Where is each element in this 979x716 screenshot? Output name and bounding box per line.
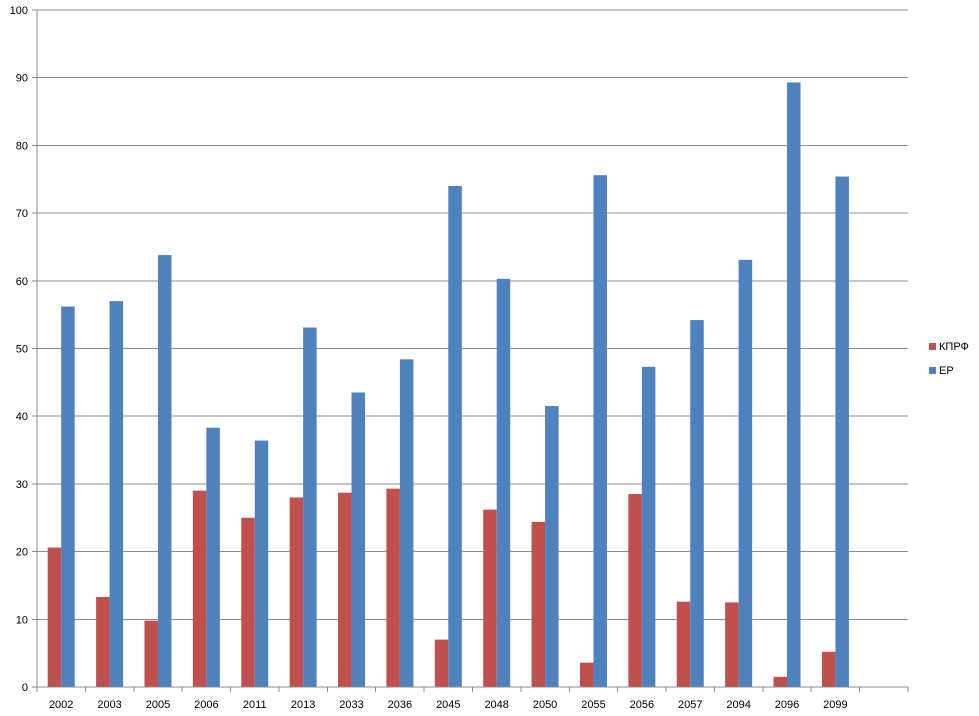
y-tick-label: 10	[16, 614, 28, 626]
bar-er-2094	[738, 259, 753, 687]
y-tick-label: 90	[16, 73, 28, 85]
bar-kprf-2013	[289, 497, 304, 687]
y-tick-label: 40	[16, 411, 28, 423]
y-axis-tick-labels: 0 10 20 30 40 50 60 70 80 90 100	[10, 5, 28, 694]
y-tick-label: 50	[16, 344, 28, 356]
legend-swatch-kprf	[929, 343, 936, 350]
x-tick-label: 2005	[146, 699, 170, 711]
bar-er-2056	[641, 366, 656, 687]
bars	[47, 82, 849, 688]
y-tick-label: 0	[22, 682, 28, 694]
x-tick-label: 2011	[243, 699, 267, 711]
bar-kprf-2005	[144, 620, 158, 687]
x-tick-label: 2096	[775, 699, 799, 711]
x-tick-label: 2002	[49, 699, 73, 711]
y-tick-label: 70	[16, 208, 28, 220]
bar-er-2048	[496, 278, 511, 687]
legend: КПРФ ЕР	[929, 341, 969, 377]
x-tick-label: 2050	[533, 699, 557, 711]
x-tick-label: 2099	[823, 699, 847, 711]
axes	[32, 9, 909, 692]
x-tick-label: 2045	[436, 699, 460, 711]
x-tick-label: 2003	[97, 699, 121, 711]
x-tick-label: 2033	[339, 699, 363, 711]
y-tick-label: 30	[16, 479, 28, 491]
bar-kprf-2055	[579, 662, 594, 687]
bar-kprf-2056	[628, 494, 642, 687]
legend-label-kprf: КПРФ	[939, 341, 969, 353]
bar-er-2002	[61, 306, 75, 687]
bar-er-2005	[157, 255, 172, 687]
x-tick-label: 2056	[630, 699, 654, 711]
bar-kprf-2045	[434, 639, 449, 687]
bar-er-2033	[351, 392, 366, 687]
bar-er-2045	[448, 186, 462, 687]
y-tick-label: 80	[16, 140, 28, 152]
bar-kprf-2099	[821, 651, 836, 687]
bar-kprf-2003	[96, 596, 110, 687]
bar-kprf-2033	[338, 492, 352, 687]
y-tick-label: 100	[10, 5, 28, 17]
bar-kprf-2011	[241, 517, 255, 687]
bar-kprf-2006	[192, 490, 207, 687]
bar-kprf-2048	[483, 509, 497, 687]
bar-er-2099	[835, 176, 849, 688]
x-axis-tick-labels: 2002 2003 2005 2006 2011 2013 2033 2036 2045 2048…	[49, 699, 848, 711]
y-tick-label: 20	[16, 547, 28, 559]
y-tick-label: 60	[16, 276, 28, 288]
bar-er-2003	[109, 301, 124, 687]
x-tick-label: 2094	[726, 699, 750, 711]
bar-er-2057	[690, 320, 704, 687]
bar-er-2006	[206, 427, 220, 687]
bar-kprf-2002	[47, 547, 62, 687]
bar-er-2011	[254, 440, 269, 687]
x-tick-label: 2013	[291, 699, 315, 711]
bar-er-2055	[593, 175, 607, 688]
bar-er-2050	[545, 406, 559, 687]
bar-kprf-2057	[676, 601, 691, 687]
bar-er-2096	[787, 82, 801, 687]
x-tick-label: 2055	[581, 699, 605, 711]
x-tick-label: 2036	[388, 699, 412, 711]
bar-er-2013	[303, 327, 317, 687]
legend-label-er: ЕР	[939, 365, 954, 377]
x-tick-label: 2048	[484, 699, 508, 711]
bar-er-2036	[399, 359, 414, 687]
gridlines	[37, 9, 908, 620]
bar-kprf-2050	[531, 521, 546, 687]
bar-kprf-2096	[773, 676, 788, 687]
bar-kprf-2036	[386, 488, 400, 687]
x-tick-label: 2006	[194, 699, 218, 711]
legend-swatch-er	[929, 367, 936, 374]
x-tick-label: 2057	[678, 699, 702, 711]
bar-kprf-2094	[725, 602, 739, 687]
